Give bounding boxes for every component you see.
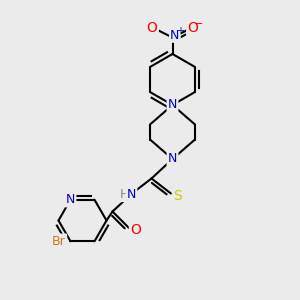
Text: Br: Br <box>52 235 66 248</box>
Text: N: N <box>170 28 180 42</box>
Text: O: O <box>188 22 198 35</box>
Text: N: N <box>168 98 177 112</box>
Text: N: N <box>66 193 75 206</box>
Text: −: − <box>194 19 204 29</box>
Text: H: H <box>120 188 129 201</box>
Text: +: + <box>176 26 184 36</box>
Text: S: S <box>173 189 182 203</box>
Text: O: O <box>130 224 141 237</box>
Text: O: O <box>147 22 158 35</box>
Text: N: N <box>127 188 136 201</box>
Text: N: N <box>168 152 177 166</box>
